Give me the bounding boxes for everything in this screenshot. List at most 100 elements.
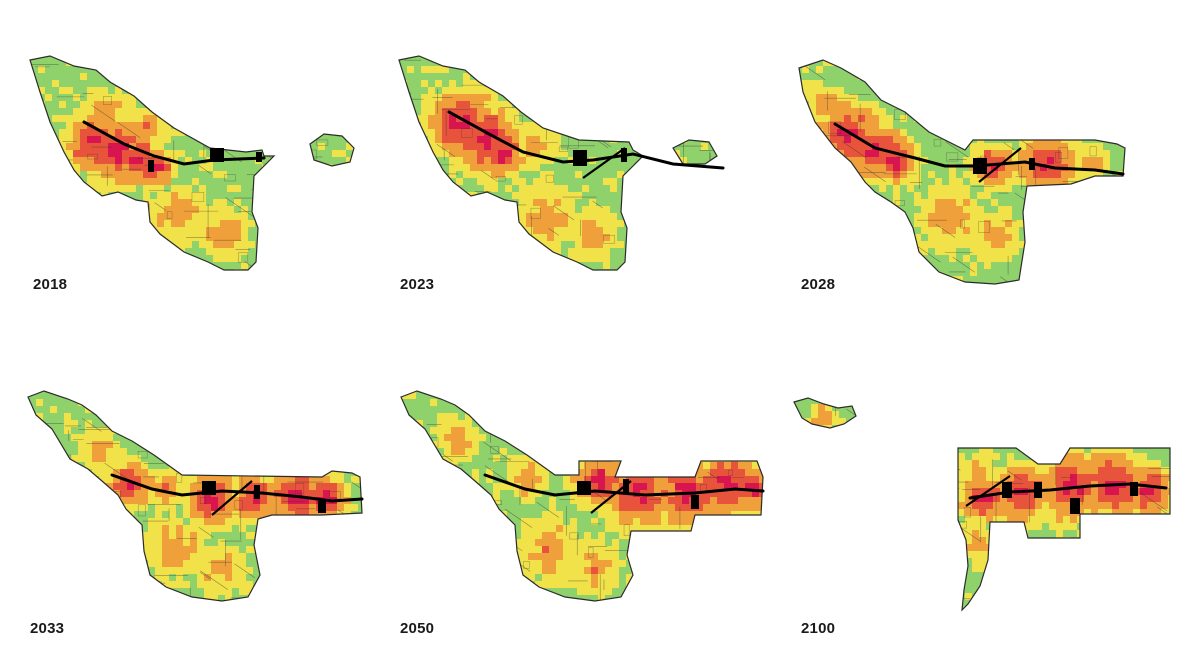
heat-cell [325,56,333,60]
heat-cell [491,108,499,116]
heat-cell [1033,255,1041,263]
heat-cell [1054,122,1062,130]
heat-cell [687,73,695,81]
heat-cell [1124,192,1125,200]
heat-cell [638,122,646,130]
heat-cell [610,136,618,144]
heat-cell [421,248,429,256]
heat-cell [283,143,291,151]
heat-cell [407,108,415,116]
heat-cell [45,185,53,193]
heat-cell [399,108,401,116]
heat-cell [851,129,859,137]
heat-cell [652,87,660,95]
heat-cell [631,206,639,214]
heat-cell [533,59,541,67]
heat-cell [262,136,270,144]
heat-cell [1131,178,1138,185]
heat-cell [332,115,340,123]
heat-cell [122,164,130,172]
heat-cell [1047,241,1055,249]
heat-cell [80,241,88,249]
heat-cell [31,206,39,214]
heat-cell [213,241,221,249]
heat-cell [339,171,347,179]
heat-cell [1040,234,1048,242]
heat-cell [708,213,716,221]
heat-cell [94,248,102,256]
heat-cell [220,94,228,102]
heat-cell [1131,66,1138,73]
block-outline [535,73,545,82]
heat-cell [547,276,554,283]
heat-cell [603,108,611,116]
heat-cell [935,199,943,207]
heat-cell [519,234,527,242]
heat-cell [484,66,492,74]
heat-cell [94,129,102,137]
heat-cell [269,66,277,74]
heat-cell [837,80,845,88]
heat-cell [498,56,506,60]
heat-cell [59,178,67,186]
heat-cell [227,66,235,74]
heat-cell [115,59,123,67]
heat-cell [463,227,471,235]
heat-cell [645,248,653,256]
heat-cell [589,164,597,172]
heat-cell [304,248,312,256]
heat-cell [568,171,576,179]
heat-cell [914,66,922,74]
heat-cell [858,115,866,123]
heat-cell [844,178,852,186]
heat-cell [52,143,60,151]
heat-cell [136,164,144,172]
heat-cell [304,59,312,67]
heat-cell [297,199,305,207]
heat-cell [283,122,291,130]
heat-cell [227,192,235,200]
heat-cell [304,108,312,116]
heat-cell [872,101,880,109]
heat-cell [816,122,824,130]
heat-cell [1096,150,1104,158]
heat-cell [526,73,534,81]
heat-cell [227,220,235,228]
heat-cell [318,269,326,270]
heat-cell [816,241,824,249]
heat-cell [1005,178,1013,186]
heat-cell [143,241,151,249]
heat-cell [304,185,312,193]
heat-cell [325,171,333,179]
heat-cell [837,199,845,207]
heat-cell [519,276,526,283]
heat-cell [802,206,810,214]
heat-cell [921,108,929,116]
heat-cell [164,262,172,270]
heat-cell [498,213,506,221]
heat-cell [844,73,852,81]
heat-cell [722,52,729,59]
heat-cell [949,129,957,137]
heat-cell [652,206,660,214]
heat-cell [935,234,943,242]
heat-cell [589,101,597,109]
heat-cell [31,199,39,207]
heat-cell [1061,108,1069,116]
heat-cell [157,87,165,95]
district-boundary [398,55,644,271]
heat-cell [991,60,999,67]
heat-cell [435,136,443,144]
heat-cell [865,213,873,221]
heat-cell [1124,227,1125,235]
heat-cell [73,262,81,270]
heat-cell [276,115,284,123]
heat-cell [998,164,1006,172]
heat-cell [339,192,347,200]
heat-cell [269,101,277,109]
heat-cell [87,227,95,235]
block-outline [558,146,568,152]
heat-cell [150,136,158,144]
heat-cell [1033,122,1041,130]
heat-cell [442,73,450,81]
